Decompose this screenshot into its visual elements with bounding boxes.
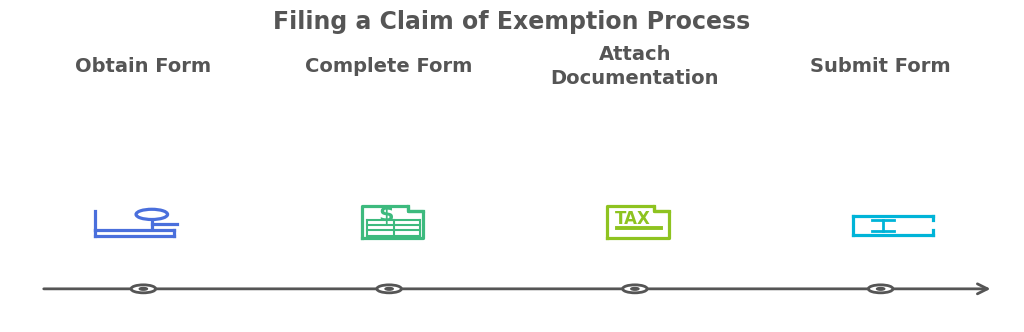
Text: Attach
Documentation: Attach Documentation: [551, 45, 719, 88]
Circle shape: [868, 285, 893, 293]
Circle shape: [623, 285, 647, 293]
Circle shape: [877, 288, 885, 290]
Circle shape: [385, 288, 393, 290]
Text: Complete Form: Complete Form: [305, 57, 473, 76]
Circle shape: [131, 285, 156, 293]
Text: Filing a Claim of Exemption Process: Filing a Claim of Exemption Process: [273, 10, 751, 34]
Text: Obtain Form: Obtain Form: [76, 57, 211, 76]
Text: Submit Form: Submit Form: [810, 57, 951, 76]
Text: TAX: TAX: [615, 210, 651, 228]
Circle shape: [377, 285, 401, 293]
Circle shape: [631, 288, 639, 290]
Circle shape: [139, 288, 147, 290]
Text: $: $: [379, 205, 394, 225]
